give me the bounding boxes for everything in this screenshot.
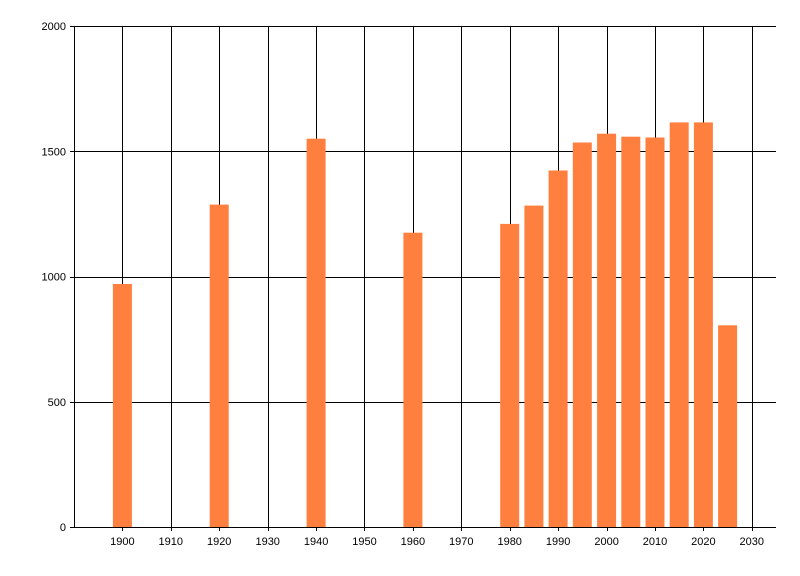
x-tick-label: 1960 xyxy=(401,536,425,548)
x-tick-label: 1980 xyxy=(497,536,521,548)
bar xyxy=(112,284,132,527)
bar xyxy=(621,136,641,527)
x-tick-label: 1940 xyxy=(304,536,328,548)
x-tick-label: 1930 xyxy=(255,536,279,548)
axes xyxy=(74,26,776,528)
x-tick-label: 1920 xyxy=(207,536,231,548)
tick-labels: 1900 1910 1920 1930 1940 1950 1960 1970 1980 1990… xyxy=(42,21,765,548)
bar xyxy=(306,138,326,527)
bar xyxy=(572,142,592,527)
y-tick-label: 500 xyxy=(48,397,66,409)
x-tick-label: 1950 xyxy=(352,536,376,548)
bar xyxy=(669,122,689,528)
bar xyxy=(718,325,738,527)
bars xyxy=(112,122,738,528)
x-tick-label: 2000 xyxy=(594,536,618,548)
bar xyxy=(597,133,617,527)
bar xyxy=(693,122,713,528)
y-tick-label: 2000 xyxy=(42,21,66,33)
y-tick-label: 1000 xyxy=(42,272,66,284)
x-tick-label: 1990 xyxy=(546,536,570,548)
bar xyxy=(524,205,544,527)
x-tick-label: 2010 xyxy=(643,536,667,548)
x-tick-label: 2030 xyxy=(740,536,764,548)
x-tick-label: 2020 xyxy=(691,536,715,548)
bar xyxy=(500,223,520,527)
x-tick-label: 1970 xyxy=(449,536,473,548)
bar xyxy=(403,232,423,527)
bar xyxy=(548,170,568,527)
y-tick-label: 0 xyxy=(60,522,66,534)
x-tick-label: 1900 xyxy=(110,536,134,548)
bar xyxy=(209,204,229,527)
x-tick-label: 1910 xyxy=(159,536,183,548)
bar xyxy=(645,137,665,527)
y-tick-label: 1500 xyxy=(42,146,66,158)
